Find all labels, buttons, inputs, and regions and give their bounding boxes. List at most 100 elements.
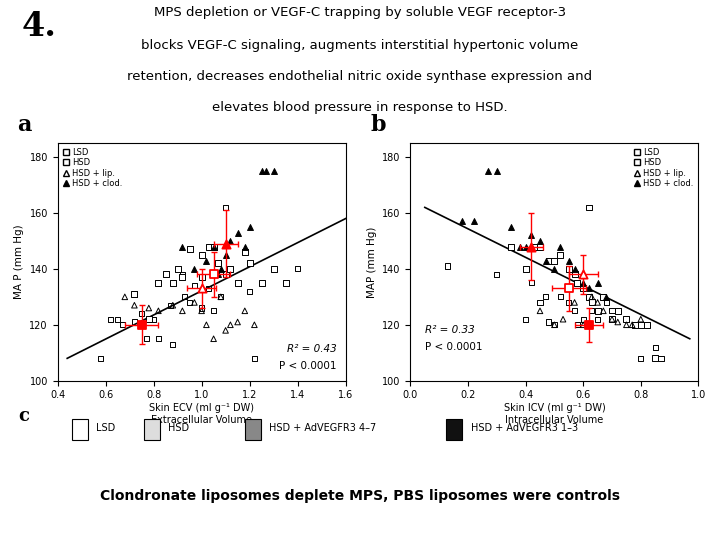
Point bbox=[220, 251, 231, 259]
Text: blocks VEGF-C signaling, augments interstitial hypertonic volume: blocks VEGF-C signaling, augments inters… bbox=[141, 39, 579, 52]
Text: P < 0.0001: P < 0.0001 bbox=[279, 361, 337, 371]
Point bbox=[136, 320, 148, 329]
Text: HSD + AdVEGFR3 1–3: HSD + AdVEGFR3 1–3 bbox=[471, 423, 578, 433]
Point bbox=[563, 298, 575, 307]
Bar bbox=[245, 418, 261, 440]
Point bbox=[572, 320, 583, 329]
Point bbox=[215, 293, 227, 301]
Point bbox=[534, 242, 546, 251]
Point bbox=[176, 242, 188, 251]
Point bbox=[268, 265, 279, 273]
Legend: LSD, HSD, HSD + lip., HSD + clod.: LSD, HSD, HSD + lip., HSD + clod. bbox=[62, 147, 123, 188]
Point bbox=[505, 242, 517, 251]
Point bbox=[554, 293, 566, 301]
Text: Clondronate liposomes deplete MPS, PBS liposomes were controls: Clondronate liposomes deplete MPS, PBS l… bbox=[100, 489, 620, 503]
Point bbox=[569, 265, 580, 273]
Point bbox=[592, 307, 603, 315]
Point bbox=[176, 307, 188, 315]
Point bbox=[554, 251, 566, 259]
Point bbox=[563, 256, 575, 265]
Point bbox=[112, 315, 123, 323]
Point bbox=[172, 265, 184, 273]
Bar bbox=[446, 418, 462, 440]
X-axis label: Skin ECV (ml g⁻¹ DW)
Extracellular Volume: Skin ECV (ml g⁻¹ DW) Extracellular Volum… bbox=[149, 403, 254, 425]
Point bbox=[196, 273, 207, 281]
Point bbox=[208, 307, 220, 315]
Text: elevates blood pressure in response to HSD.: elevates blood pressure in response to H… bbox=[212, 101, 508, 114]
Point bbox=[563, 265, 575, 273]
Point bbox=[442, 262, 454, 271]
Point bbox=[554, 242, 566, 251]
Text: c: c bbox=[18, 407, 29, 425]
Point bbox=[179, 293, 191, 301]
Point bbox=[117, 320, 128, 329]
Point bbox=[129, 290, 140, 299]
Point bbox=[563, 284, 575, 293]
Text: MPS depletion or VEGF-C trapping by soluble VEGF receptor-3: MPS depletion or VEGF-C trapping by solu… bbox=[154, 6, 566, 19]
Point bbox=[569, 298, 580, 307]
Point bbox=[220, 326, 231, 335]
Point bbox=[143, 303, 155, 312]
Point bbox=[583, 284, 595, 293]
Point bbox=[606, 315, 618, 323]
Point bbox=[526, 279, 537, 287]
Point bbox=[514, 242, 526, 251]
Text: R² = 0.33: R² = 0.33 bbox=[425, 325, 474, 335]
Point bbox=[629, 320, 641, 329]
Point bbox=[225, 237, 236, 245]
Point bbox=[520, 315, 531, 323]
Point bbox=[160, 270, 171, 279]
Point bbox=[600, 298, 612, 307]
Point bbox=[557, 315, 569, 323]
Point bbox=[140, 334, 152, 343]
Point bbox=[583, 203, 595, 212]
Point bbox=[635, 315, 647, 323]
Point bbox=[526, 242, 537, 251]
Point bbox=[189, 265, 200, 273]
Point bbox=[225, 265, 236, 273]
Point bbox=[572, 279, 583, 287]
Point bbox=[505, 222, 517, 231]
Point bbox=[239, 248, 251, 256]
Point bbox=[491, 167, 503, 176]
Point bbox=[176, 273, 188, 281]
Point bbox=[641, 320, 652, 329]
Point bbox=[649, 343, 661, 352]
Point bbox=[543, 256, 554, 265]
Point bbox=[534, 237, 546, 245]
Point bbox=[606, 307, 618, 315]
Point bbox=[232, 318, 243, 326]
Point bbox=[456, 217, 468, 226]
Point bbox=[203, 284, 215, 293]
Text: HSD + AdVEGFR3 4–7: HSD + AdVEGFR3 4–7 bbox=[269, 423, 377, 433]
Point bbox=[600, 293, 612, 301]
Point bbox=[136, 309, 148, 318]
Point bbox=[129, 318, 140, 326]
Point bbox=[239, 307, 251, 315]
Point bbox=[215, 265, 227, 273]
Point bbox=[586, 307, 598, 315]
Point bbox=[583, 320, 595, 329]
Point bbox=[196, 303, 207, 312]
Point bbox=[586, 293, 598, 301]
Point bbox=[208, 242, 220, 251]
Point bbox=[232, 279, 243, 287]
Point bbox=[184, 245, 195, 254]
Point bbox=[104, 315, 116, 323]
Point bbox=[534, 307, 546, 315]
Point bbox=[549, 320, 560, 329]
Point bbox=[592, 298, 603, 307]
Bar bbox=[72, 418, 88, 440]
Point bbox=[220, 270, 231, 279]
Point bbox=[143, 315, 155, 323]
Point bbox=[256, 279, 267, 287]
Point bbox=[549, 265, 560, 273]
Point bbox=[220, 239, 231, 248]
X-axis label: Skin ICV (ml g⁻¹ DW)
Intracellular Volume: Skin ICV (ml g⁻¹ DW) Intracellular Volum… bbox=[503, 403, 606, 425]
Point bbox=[220, 203, 231, 212]
Point bbox=[526, 231, 537, 240]
Y-axis label: MAP (mm Hg): MAP (mm Hg) bbox=[366, 226, 377, 298]
Point bbox=[621, 320, 632, 329]
Point bbox=[280, 279, 292, 287]
Point bbox=[203, 242, 215, 251]
